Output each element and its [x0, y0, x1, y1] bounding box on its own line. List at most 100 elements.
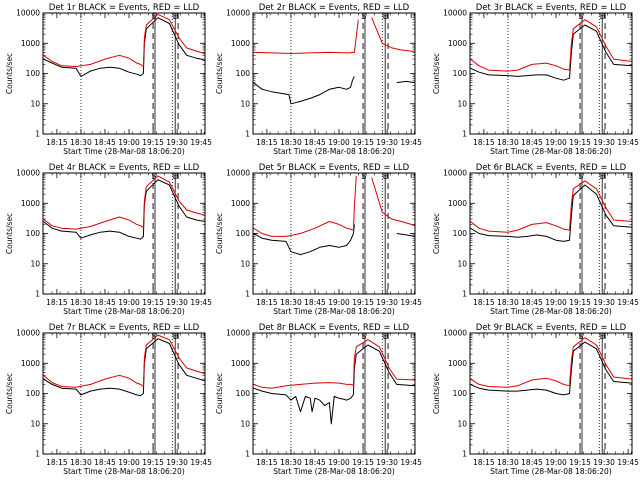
panel-title: Det 1r BLACK = Events, RED = LLD — [49, 3, 200, 13]
lld-series-line — [371, 17, 415, 53]
x-tick-label: 19:15 — [569, 298, 591, 307]
y-tick-label: 10000 — [16, 329, 40, 338]
y-tick-label: 10 — [240, 259, 250, 268]
x-tick-label: 19:30 — [166, 298, 188, 307]
x-tick-label: 19:45 — [190, 458, 212, 467]
x-axis-label: Start Time (28-Mar-08 18:06:20) — [490, 147, 612, 156]
x-tick-label: 19:30 — [376, 298, 398, 307]
panel-det-7: Det 7r BLACK = Events, RED = LLD 1 10 100 10… — [5, 323, 212, 476]
y-axis-label: Counts/sec — [432, 53, 441, 94]
y-tick-label: 1000 — [231, 199, 250, 208]
y-tick-label: 10 — [240, 419, 250, 428]
plot-frame — [252, 12, 416, 135]
marker-label-E: E — [600, 172, 605, 181]
y-tick-label: 1000 — [448, 199, 467, 208]
y-tick-label: 10 — [457, 99, 467, 108]
lld-series-line — [43, 334, 205, 388]
plot-frame — [252, 332, 416, 455]
x-axis-label: Start Time (28-Mar-08 18:06:20) — [490, 307, 612, 316]
x-tick-label: 18:15 — [256, 138, 278, 147]
x-axis-label: Start Time (28-Mar-08 18:06:20) — [273, 467, 395, 476]
y-tick-label: 100 — [236, 389, 251, 398]
plot-frame — [42, 12, 206, 135]
y-tick-label: 10000 — [443, 169, 467, 178]
x-tick-label: 19:00 — [118, 458, 140, 467]
x-tick-label: 18:15 — [473, 298, 495, 307]
panel-title: Det 4r BLACK = Events, RED = LLD — [49, 163, 200, 173]
y-tick-label: 1000 — [231, 359, 250, 368]
x-tick-label: 19:45 — [400, 298, 422, 307]
events-series-line — [43, 17, 205, 77]
y-axis-label: Counts/sec — [215, 213, 224, 254]
x-tick-label: 19:15 — [352, 458, 374, 467]
x-tick-label: 18:45 — [521, 138, 543, 147]
y-tick-label: 1 — [462, 450, 467, 459]
y-tick-label: 1 — [462, 290, 467, 299]
x-tick-label: 18:30 — [70, 458, 92, 467]
y-tick-label: 1000 — [21, 39, 40, 48]
lld-series-line — [253, 19, 359, 54]
x-tick-label: 18:30 — [497, 298, 519, 307]
x-tick-label: 18:30 — [280, 458, 302, 467]
y-tick-label: 100 — [453, 69, 468, 78]
x-tick-label: 19:45 — [400, 458, 422, 467]
series-group — [470, 180, 632, 242]
y-tick-label: 100 — [26, 229, 41, 238]
x-tick-label: 18:30 — [280, 298, 302, 307]
x-tick-label: 19:15 — [142, 298, 164, 307]
x-tick-label: 18:15 — [256, 298, 278, 307]
x-tick-label: 18:45 — [94, 138, 116, 147]
y-tick-label: 10000 — [226, 9, 250, 18]
y-axis-label: Counts/sec — [5, 53, 14, 94]
marker-label-S: S — [152, 332, 157, 341]
y-tick-label: 1 — [245, 290, 250, 299]
x-tick-label: 19:00 — [545, 298, 567, 307]
x-tick-label: 19:30 — [593, 458, 615, 467]
marker-label-S: S — [579, 172, 584, 181]
y-tick-label: 1000 — [21, 199, 40, 208]
plot-frame — [42, 172, 206, 295]
x-axis-label: Start Time (28-Mar-08 18:06:20) — [490, 467, 612, 476]
y-tick-label: 10 — [30, 419, 40, 428]
x-tick-label: 19:15 — [352, 298, 374, 307]
panel-det-5: Det 5r BLACK = Events, RED = LLD 1 10 100 10… — [215, 163, 422, 316]
y-tick-label: 100 — [453, 389, 468, 398]
y-tick-label: 1 — [245, 450, 250, 459]
y-axis-label: Counts/sec — [5, 213, 14, 254]
x-axis-label: Start Time (28-Mar-08 18:06:20) — [63, 147, 185, 156]
y-axis-label: Counts/sec — [5, 373, 14, 414]
lld-series-line — [253, 175, 357, 237]
plot-frame — [252, 172, 416, 295]
marker-label-S: S — [362, 12, 367, 21]
panel-title: Det 8r BLACK = Events, RED = LLD — [259, 323, 410, 333]
x-axis-label: Start Time (28-Mar-08 18:06:20) — [63, 307, 185, 316]
panel-det-6: Det 6r BLACK = Events, RED = LLD 1 10 100 10… — [432, 163, 639, 316]
plot-frame — [42, 332, 206, 455]
x-tick-label: 18:30 — [497, 138, 519, 147]
panel-det-1: Det 1r BLACK = Events, RED = LLD 1 10 100 10… — [5, 3, 212, 156]
y-tick-label: 1000 — [448, 39, 467, 48]
y-tick-label: 10000 — [443, 9, 467, 18]
x-tick-label: 19:30 — [166, 138, 188, 147]
marker-label-E: E — [383, 172, 388, 181]
lld-series-line — [371, 177, 415, 227]
marker-label-S: S — [362, 172, 367, 181]
y-tick-label: 1 — [35, 130, 40, 139]
x-tick-label: 19:30 — [593, 298, 615, 307]
y-tick-label: 10000 — [226, 169, 250, 178]
y-tick-label: 1000 — [231, 39, 250, 48]
panel-det-4: Det 4r BLACK = Events, RED = LLD 1 10 100 10… — [5, 163, 212, 316]
x-axis-label: Start Time (28-Mar-08 18:06:20) — [273, 307, 395, 316]
panel-det-9: Det 9r BLACK = Events, RED = LLD 1 10 100 10… — [432, 323, 639, 476]
panel-title: Det 6r BLACK = Events, RED = LLD — [476, 163, 627, 173]
x-tick-label: 19:30 — [593, 138, 615, 147]
x-tick-label: 18:15 — [256, 458, 278, 467]
lld-series-line — [470, 337, 632, 388]
x-tick-label: 19:45 — [190, 138, 212, 147]
x-tick-label: 18:15 — [46, 458, 68, 467]
x-tick-label: 18:30 — [70, 138, 92, 147]
x-tick-label: 19:00 — [328, 458, 350, 467]
y-tick-label: 100 — [453, 229, 468, 238]
